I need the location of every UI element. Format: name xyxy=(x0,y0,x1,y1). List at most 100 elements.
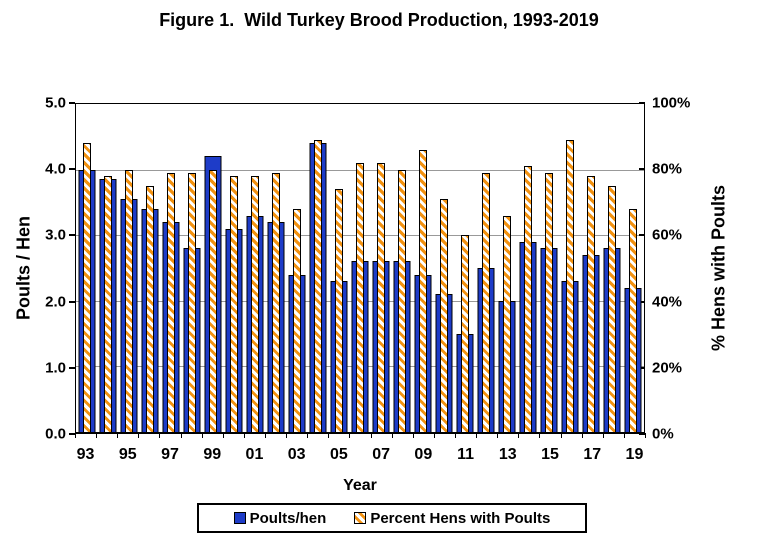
x-axis-tickmark xyxy=(560,433,562,438)
left-axis-title: Poults / Hen xyxy=(13,215,34,321)
bar-percent-hens-93 xyxy=(82,143,91,432)
x-axis-tickmark xyxy=(455,433,456,438)
x-axis-tickmark xyxy=(370,433,372,438)
bar-percent-hens-06 xyxy=(356,163,364,432)
right-axis-tickmark xyxy=(639,366,645,369)
right-axis-title: % Hens with Poults xyxy=(708,184,729,352)
left-axis-tickmark xyxy=(69,102,75,104)
legend-swatch-poults-icon xyxy=(233,512,246,524)
right-axis-tick-label: 100% xyxy=(652,94,691,112)
x-axis-tick-label: 95 xyxy=(118,446,137,463)
bar-percent-hens-11 xyxy=(461,235,470,432)
bar-percent-hens-98 xyxy=(187,172,196,432)
x-axis-tickmark xyxy=(307,433,309,438)
x-axis-tick-label: 97 xyxy=(161,446,179,463)
x-axis-tickmark xyxy=(412,433,414,438)
x-axis-tickmarks xyxy=(75,433,646,438)
bar-percent-hens-16 xyxy=(566,140,575,432)
x-axis-tickmark xyxy=(159,433,161,438)
bar-percent-hens-94 xyxy=(103,176,112,432)
x-axis-tick-label: 15 xyxy=(541,446,559,463)
bar-percent-hens-10 xyxy=(440,199,449,432)
bar-percent-hens-08 xyxy=(398,169,407,432)
left-axis-tickmark xyxy=(69,433,75,435)
x-axis-tick-label: 03 xyxy=(287,446,306,463)
x-axis-tick-labels: 93 95 97 99 01 03 05 07 09 11 13 15 17 19 xyxy=(75,447,645,467)
x-axis-tickmark xyxy=(539,433,541,438)
bar-percent-hens-07 xyxy=(377,163,386,432)
x-axis-tickmark xyxy=(328,433,330,438)
bar-percent-hens-17 xyxy=(587,176,596,432)
bar-percent-hens-09 xyxy=(419,149,428,432)
bar-percent-hens-04 xyxy=(313,140,322,432)
x-axis-tick-label: 09 xyxy=(414,446,433,463)
right-axis-tickmark xyxy=(639,102,645,104)
x-axis-tickmark xyxy=(433,433,435,438)
bar-percent-hens-19 xyxy=(629,208,638,432)
right-axis-tickmark xyxy=(639,168,645,171)
left-axis-tick-label: 5.0 xyxy=(45,94,66,112)
bar-percent-hens-95 xyxy=(124,169,133,432)
bar-percent-hens-05 xyxy=(334,189,343,432)
x-axis-tick-label: 93 xyxy=(76,446,95,463)
x-axis-tickmark xyxy=(518,433,520,438)
left-axis-tickmark xyxy=(69,234,75,237)
right-axis-tickmark xyxy=(639,234,645,237)
bar-percent-hens-01 xyxy=(250,176,259,432)
left-axis-tick-label: 0.0 xyxy=(45,425,66,443)
x-axis-tickmark xyxy=(476,433,478,438)
left-axis-tickmark xyxy=(69,300,75,303)
x-axis-tickmark xyxy=(117,433,119,438)
legend: Poults/hen Percent Hens with Poults xyxy=(197,503,587,533)
bar-percent-hens-12 xyxy=(482,172,491,432)
right-axis-tickmark xyxy=(639,433,645,435)
legend-label-percent: Percent Hens with Poults xyxy=(370,509,551,527)
right-axis-tickmark xyxy=(639,300,645,303)
x-axis-tick-label: 17 xyxy=(583,446,602,463)
right-axis-tick-label: 60% xyxy=(652,226,683,244)
x-axis-tickmark xyxy=(349,433,351,438)
right-axis-tick-label: 20% xyxy=(652,359,683,377)
left-axis-tick-label: 1.0 xyxy=(45,359,66,377)
left-axis-tick-labels: 5.0 4.0 3.0 2.0 1.0 0.0 xyxy=(28,96,66,442)
x-axis-tick-label: 07 xyxy=(372,446,391,463)
left-axis-tick-label: 2.0 xyxy=(45,293,66,311)
x-axis-tickmark xyxy=(391,433,393,438)
x-axis-tick-label: 05 xyxy=(329,446,348,463)
left-axis-tickmarks xyxy=(69,102,75,435)
x-axis-title: Year xyxy=(343,477,377,494)
chart-title: Figure 1. Wild Turkey Brood Production, … xyxy=(159,10,599,30)
bar-percent-hens-15 xyxy=(545,172,554,432)
x-axis-tick-label: 13 xyxy=(498,446,517,463)
left-axis-tickmark xyxy=(69,168,75,171)
x-axis-tickmark xyxy=(222,433,224,438)
bar-percent-hens-99 xyxy=(208,169,217,432)
right-axis-tick-labels: 100% 80% 60% 40% 20% 0% xyxy=(652,96,702,442)
bar-percent-hens-97 xyxy=(166,172,175,432)
x-axis-tick-label: 01 xyxy=(245,446,264,463)
x-axis-tickmark xyxy=(645,433,646,438)
x-axis-tickmark xyxy=(201,433,203,438)
right-axis-tick-label: 80% xyxy=(652,160,683,178)
bar-percent-hens-03 xyxy=(292,208,301,432)
legend-label-poults: Poults/hen xyxy=(249,509,327,527)
legend-item-percent: Percent Hens with Poults xyxy=(354,511,550,526)
x-axis-tickmark xyxy=(623,433,625,438)
x-axis-tickmark xyxy=(265,433,266,438)
legend-item-poults: Poults/hen xyxy=(233,509,327,527)
x-axis-tickmark xyxy=(581,433,583,438)
bar-percent-hens-96 xyxy=(145,186,154,432)
x-axis-tick-label: 99 xyxy=(203,446,222,463)
x-axis-tickmark xyxy=(75,433,76,438)
x-axis-tickmark xyxy=(243,433,245,438)
bar-percent-hens-13 xyxy=(503,215,512,432)
x-axis-tickmark xyxy=(180,433,182,438)
right-axis-tickmarks xyxy=(639,102,645,435)
x-axis-tickmark xyxy=(138,433,140,438)
left-axis-tick-label: 4.0 xyxy=(45,160,66,178)
legend-swatch-percent-icon xyxy=(354,512,367,524)
bar-percent-hens-00 xyxy=(229,176,238,432)
x-axis-tickmark xyxy=(96,433,98,438)
x-axis-tickmark xyxy=(497,433,499,438)
